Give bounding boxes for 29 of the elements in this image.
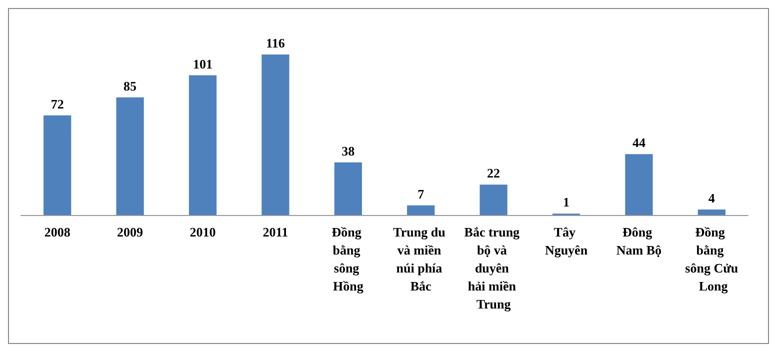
- data-label: 44: [632, 135, 646, 150]
- x-tick-label: Đông Nam Bộ: [616, 224, 662, 258]
- bar: [407, 205, 435, 215]
- data-label: 72: [50, 96, 64, 112]
- x-tick-label: Tây Nguyên: [544, 224, 588, 258]
- x-tick-label: 2010: [190, 224, 216, 240]
- data-label: 4: [708, 190, 716, 206]
- x-tick-label: Trung du và miền núi phía Bắc: [393, 224, 449, 294]
- bar: [625, 154, 653, 215]
- x-tick-label: 2009: [117, 224, 144, 240]
- bar: [262, 54, 290, 215]
- bar: [334, 162, 362, 215]
- data-label: 38: [342, 143, 356, 158]
- data-label: 101: [193, 56, 212, 72]
- bar: [188, 75, 217, 215]
- data-label: 22: [487, 166, 500, 181]
- data-label: 7: [418, 186, 425, 202]
- bar: [698, 209, 726, 215]
- data-label: 116: [266, 36, 286, 51]
- bar: [480, 184, 508, 215]
- x-tick-label: Bắc trung bộ và duyên hải miền Trung: [464, 224, 523, 312]
- bar: [44, 115, 72, 215]
- data-label: 1: [563, 194, 570, 210]
- x-tick-label: 2011: [262, 224, 288, 240]
- x-tick-label: Đồng bằng sông Cửu Long: [685, 224, 738, 294]
- bar: [116, 97, 144, 215]
- x-tick-label: 2008: [44, 224, 71, 240]
- data-label: 85: [124, 78, 138, 94]
- x-tick-label: Đồng bằng sông Hồng: [332, 224, 365, 294]
